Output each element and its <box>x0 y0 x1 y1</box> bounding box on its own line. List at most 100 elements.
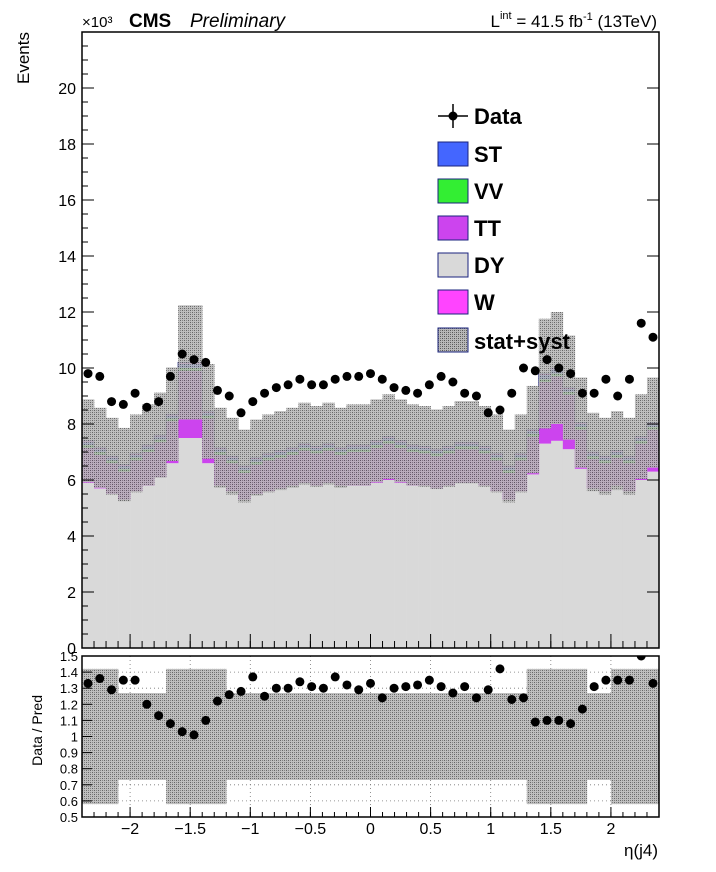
ratio-y-tick-label-5: 1 <box>71 730 78 745</box>
data-point-18 <box>295 374 305 384</box>
ratio-band-bin-33 <box>478 693 492 780</box>
ratio-point-29 <box>424 675 434 685</box>
ratio-point-21 <box>330 672 340 682</box>
ratio-point-5 <box>142 699 152 709</box>
bar-dy-20 <box>322 482 335 648</box>
data-point-35 <box>495 405 505 415</box>
ratio-point-40 <box>554 715 564 725</box>
y-multiplier: ×10³ <box>82 14 112 31</box>
ratio-y-axis-title: Data / Pred <box>29 695 45 766</box>
bar-dy-5 <box>142 485 155 648</box>
x-tick-label-7: 1.5 <box>540 821 562 838</box>
data-point-24 <box>366 369 375 379</box>
legend-swatch-tt <box>437 215 469 241</box>
band-bin-6 <box>154 392 167 478</box>
band-bin-8 <box>178 305 191 420</box>
legend-label-vv: VV <box>474 179 504 204</box>
band-bin-38 <box>538 318 552 429</box>
ratio-point-20 <box>318 683 328 693</box>
data-point-43 <box>589 388 599 398</box>
band-bin-22 <box>346 404 359 486</box>
band-bin-46 <box>634 394 648 479</box>
data-point-38 <box>530 366 540 376</box>
preliminary-label: Preliminary <box>190 11 287 32</box>
bar-dy-47 <box>646 471 659 648</box>
ratio-band-bin-42 <box>586 693 600 780</box>
ratio-point-18 <box>295 677 305 687</box>
bar-dy-7 <box>166 463 179 648</box>
ratio-band-bin-19 <box>310 693 323 780</box>
ratio-band-bin-7 <box>166 668 179 805</box>
band-bin-15 <box>262 414 275 493</box>
band-bin-42 <box>586 412 600 492</box>
data-point-45 <box>613 391 623 401</box>
bar-dy-26 <box>394 482 407 648</box>
ratio-point-4 <box>130 675 140 685</box>
ratio-point-39 <box>542 715 552 725</box>
x-tick-label-3: −0.5 <box>295 821 327 838</box>
lumi-value: = 41.5 fb <box>512 12 583 31</box>
data-point-5 <box>142 402 152 412</box>
data-point-20 <box>318 380 328 390</box>
data-point-2 <box>107 397 117 407</box>
data-point-7 <box>165 371 175 381</box>
data-point-29 <box>424 380 434 390</box>
band-bin-7 <box>166 367 179 461</box>
ratio-band-bin-35 <box>502 693 516 780</box>
bar-dy-18 <box>298 482 311 648</box>
bar-dy-3 <box>118 499 131 648</box>
bar-dy-1 <box>94 488 107 648</box>
bar-dy-40 <box>562 449 576 648</box>
x-tick-label-0: −2 <box>121 821 139 838</box>
ratio-point-1 <box>95 674 105 684</box>
ratio-band-bin-29 <box>430 693 443 780</box>
ratio-point-42 <box>577 704 587 714</box>
band-bin-12 <box>226 417 239 495</box>
band-bin-19 <box>310 406 323 487</box>
band-bin-36 <box>514 414 528 493</box>
ratio-point-35 <box>495 664 505 674</box>
data-point-8 <box>177 349 187 359</box>
ratio-point-26 <box>389 683 399 693</box>
ratio-point-24 <box>366 678 375 688</box>
legend-swatch-w <box>437 289 469 315</box>
y-tick-label-4: 8 <box>67 417 76 434</box>
band-bin-11 <box>214 407 227 488</box>
ratio-point-15 <box>260 691 270 701</box>
ratio-band-bin-8 <box>178 668 191 805</box>
data-point-16 <box>271 383 281 393</box>
data-point-31 <box>448 377 458 387</box>
main-histogram-panel: 0 2 4 6 8 10 12 14 16 18 20 <box>58 31 660 658</box>
x-tick-label-6: 1 <box>486 821 495 838</box>
y-tick-label-1: 2 <box>67 585 76 602</box>
data-point-34 <box>483 408 493 418</box>
data-point-1 <box>95 371 105 381</box>
band-bin-0 <box>82 399 95 483</box>
ratio-point-28 <box>413 680 423 690</box>
data-point-0 <box>83 369 93 379</box>
ratio-point-2 <box>107 685 117 695</box>
band-bin-24 <box>370 399 383 483</box>
legend-entry-w: W <box>437 289 495 315</box>
bar-dy-37 <box>526 474 540 648</box>
data-point-3 <box>118 399 128 409</box>
ratio-y-tick-label-10: 1.5 <box>60 649 78 664</box>
lumi-sup: int <box>500 10 512 22</box>
ratio-point-36 <box>507 694 517 704</box>
bar-dy-17 <box>286 485 299 648</box>
ratio-band-bin-14 <box>250 693 263 780</box>
data-point-13 <box>236 408 246 418</box>
bar-dy-24 <box>370 482 383 648</box>
cms-label: CMS <box>129 11 171 32</box>
ratio-point-37 <box>519 693 529 703</box>
bar-dy-10 <box>202 463 215 648</box>
band-bin-35 <box>502 429 516 503</box>
bar-dy-33 <box>478 485 492 648</box>
ratio-point-13 <box>236 686 246 696</box>
legend-entry-vv: VV <box>437 178 504 204</box>
legend-swatch-vv <box>437 178 469 204</box>
y-tick-label-8: 16 <box>58 193 76 210</box>
bar-dy-35 <box>502 499 516 648</box>
data-point-33 <box>471 391 481 401</box>
ratio-y-tick-label-2: 0.7 <box>60 778 78 793</box>
